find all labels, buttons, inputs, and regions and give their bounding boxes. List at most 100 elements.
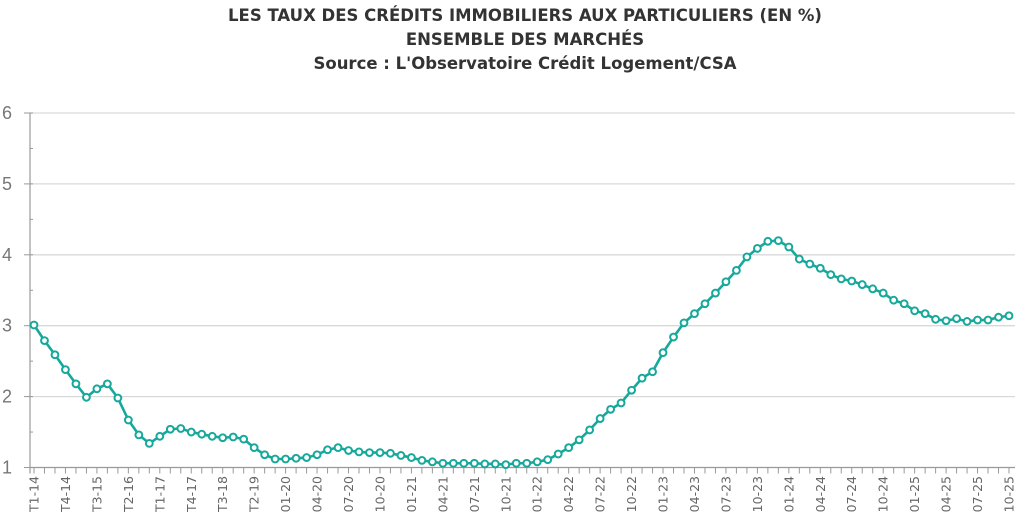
data-point	[983, 315, 993, 325]
data-point	[511, 458, 521, 468]
chart-title: LES TAUX DES CRÉDITS IMMOBILIERS AUX PAR…	[228, 6, 822, 25]
data-point	[29, 320, 39, 330]
data-point	[239, 434, 249, 444]
x-tick-label: 07-21	[467, 476, 482, 512]
data-point	[438, 458, 448, 468]
data-point	[260, 450, 270, 460]
data-point	[270, 454, 280, 464]
data-point	[826, 270, 836, 280]
data-point	[207, 431, 217, 441]
data-point	[333, 443, 343, 453]
data-point	[323, 445, 332, 455]
data-point	[501, 460, 511, 470]
x-tick-label: 04-25	[939, 476, 954, 512]
data-point	[763, 236, 773, 246]
data-point	[931, 314, 941, 324]
x-tick-label: 07-20	[341, 476, 356, 512]
x-tick-label: 07-23	[718, 476, 733, 512]
data-point	[61, 365, 70, 375]
data-point	[312, 450, 322, 460]
data-point	[889, 295, 899, 305]
data-point	[595, 414, 605, 423]
y-tick-label: 4	[2, 245, 12, 265]
x-tick-label: T2-19	[247, 476, 262, 513]
data-point	[878, 288, 888, 298]
x-tick-label: 01-24	[781, 476, 796, 512]
data-point	[218, 433, 228, 443]
data-point	[952, 314, 961, 324]
data-point	[459, 458, 469, 468]
y-tick-label: 3	[2, 316, 12, 336]
data-point	[249, 443, 259, 453]
data-point	[910, 306, 920, 316]
data-point	[794, 254, 804, 264]
data-point	[155, 431, 165, 441]
x-tick-label: T3-18	[215, 476, 230, 513]
data-point	[994, 312, 1003, 322]
data-point	[186, 427, 196, 437]
chart-subtitle: ENSEMBLE DES MARCHÉS	[405, 30, 645, 49]
data-point	[417, 456, 427, 465]
data-point	[669, 332, 678, 342]
series-line	[32, 239, 1010, 466]
y-tick-label: 1	[2, 458, 12, 478]
data-point	[962, 317, 972, 326]
data-point	[123, 415, 133, 425]
data-point	[585, 425, 595, 435]
data-point	[941, 316, 951, 326]
data-point	[1004, 311, 1014, 321]
x-tick-label: 07-24	[844, 476, 859, 512]
x-tick-label: 04-21	[435, 476, 450, 512]
data-point	[711, 288, 720, 298]
x-tick-label: 01-22	[530, 476, 545, 512]
x-tick-label: 04-20	[310, 476, 325, 512]
data-point	[92, 384, 102, 394]
data-point	[165, 424, 175, 434]
data-point	[113, 393, 123, 403]
data-point	[102, 379, 112, 389]
data-point	[71, 379, 81, 389]
data-point	[427, 457, 437, 467]
x-tick-label: 04-23	[687, 476, 702, 512]
data-point	[281, 454, 291, 464]
data-point	[732, 265, 741, 275]
x-tick-label: 10-22	[624, 476, 639, 512]
data-point	[648, 367, 657, 377]
data-point	[742, 252, 752, 262]
data-point	[469, 458, 479, 468]
data-point	[773, 236, 783, 246]
data-point	[805, 259, 815, 269]
x-tick-label: 01-20	[278, 476, 293, 512]
data-point	[868, 284, 878, 294]
data-point	[564, 443, 574, 453]
x-tick-label: T4-14	[58, 476, 73, 513]
data-point	[532, 457, 542, 467]
data-point	[637, 373, 647, 383]
data-point	[197, 429, 207, 439]
data-point	[365, 448, 374, 458]
x-tick-label: 10-21	[498, 476, 513, 512]
x-tick-label: 01-21	[404, 476, 419, 512]
data-point	[228, 432, 238, 442]
x-tick-label: 07-22	[593, 476, 608, 512]
data-point	[134, 430, 144, 440]
data-point	[543, 455, 553, 465]
x-tick-label: T2-16	[121, 476, 136, 513]
data-point	[784, 242, 794, 252]
chart-source: Source : L'Observatoire Crédit Logement/…	[313, 54, 737, 73]
data-point	[407, 453, 416, 462]
data-point	[815, 263, 825, 273]
y-tick-label: 6	[2, 103, 12, 123]
data-point	[679, 318, 689, 328]
data-point	[522, 458, 532, 468]
data-point	[752, 244, 762, 253]
data-point	[899, 299, 909, 309]
data-point	[721, 277, 731, 287]
x-tick-label: 10-24	[876, 476, 891, 512]
data-point	[480, 459, 490, 469]
x-tick-label: 07-25	[970, 476, 985, 512]
data-point	[857, 280, 867, 289]
data-point	[448, 458, 458, 468]
data-point	[553, 449, 563, 459]
data-point	[82, 392, 91, 402]
